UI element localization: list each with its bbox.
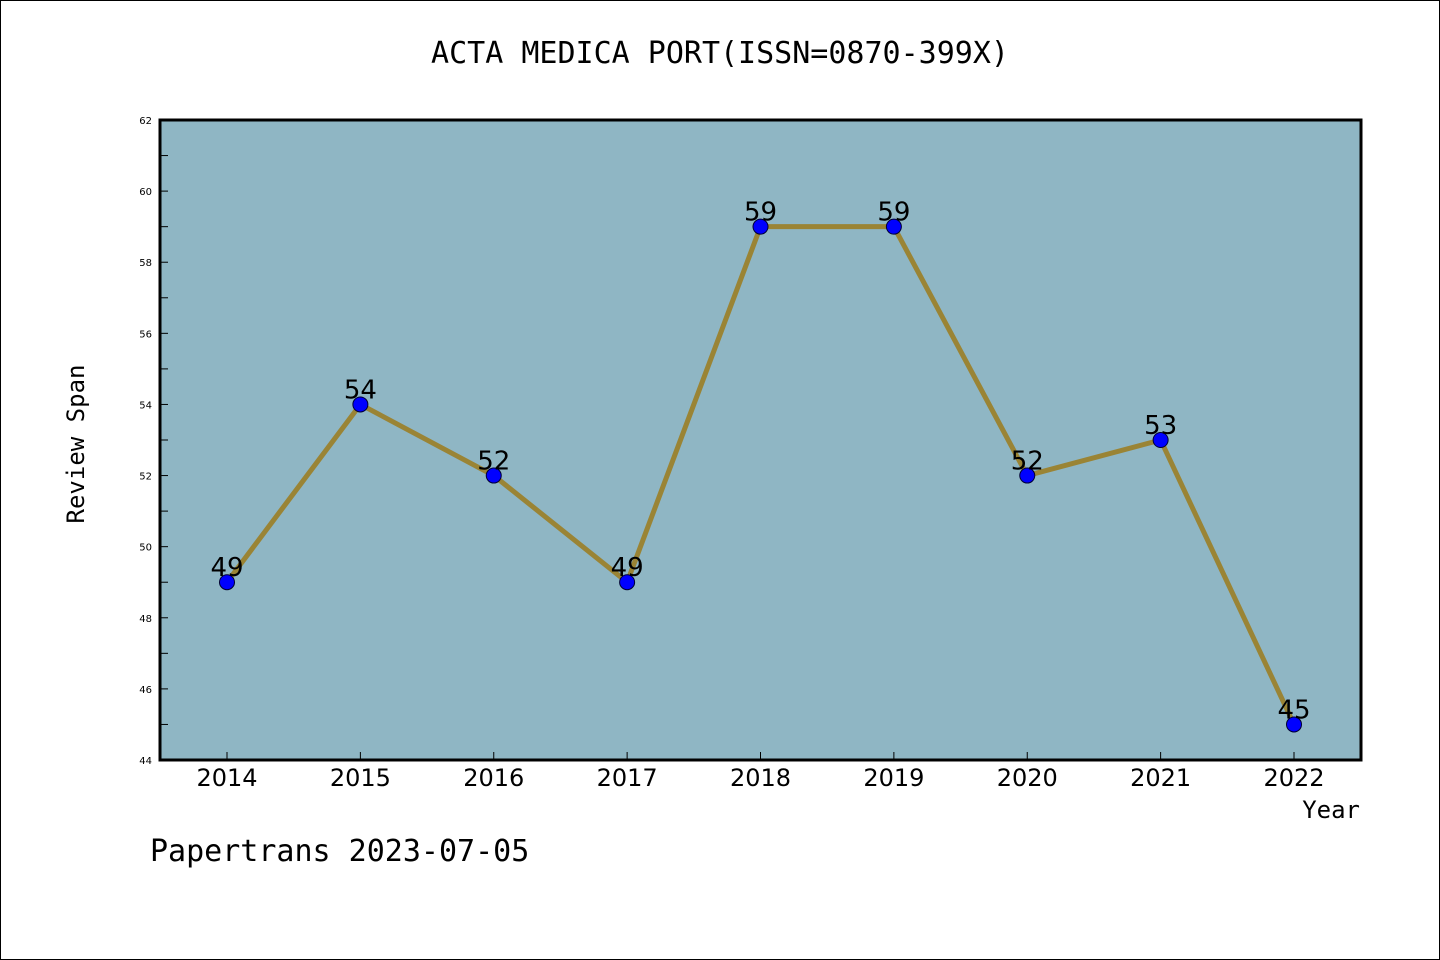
series-markers [219, 218, 1302, 733]
x-tick-label: 2021 [1130, 764, 1191, 792]
data-point [485, 467, 502, 484]
x-tick-label: 2022 [1263, 764, 1324, 792]
x-tick-label: 2018 [730, 764, 791, 792]
data-point [1152, 432, 1169, 448]
data-label: 59 [744, 198, 777, 228]
x-tick-label: 2014 [196, 764, 257, 792]
data-label: 59 [877, 198, 910, 228]
data-label: 52 [1011, 447, 1044, 477]
y-tick-label: 50 [139, 543, 152, 554]
y-tick-label: 62 [139, 116, 152, 127]
data-label: 53 [1144, 411, 1177, 441]
y-tick-label: 58 [139, 258, 152, 269]
data-label: 54 [344, 375, 377, 405]
y-tick-label: 54 [139, 400, 152, 411]
data-label: 45 [1277, 695, 1310, 725]
data-label: 49 [611, 553, 644, 583]
data-point [219, 574, 235, 591]
data-point [619, 574, 636, 591]
footer-caption: Papertrans 2023-07-05 [150, 834, 530, 869]
chart-title: ACTA MEDICA PORT(ISSN=0870-399X) [431, 36, 1009, 71]
x-tick-label: 2017 [597, 764, 658, 792]
y-tick-label: 56 [139, 329, 152, 340]
data-point [1019, 467, 1036, 484]
x-tick-label: 2015 [330, 764, 391, 792]
data-label: 52 [477, 447, 510, 477]
y-tick-label: 48 [139, 614, 152, 625]
data-point [752, 218, 769, 235]
x-tick-label: 2016 [463, 764, 524, 792]
data-labels: 49 54 52 49 59 59 52 53 45 [210, 198, 1310, 726]
x-tick-label: 2020 [997, 764, 1058, 792]
data-point [885, 218, 902, 235]
data-point [1286, 716, 1302, 733]
x-tick-label: 2019 [863, 764, 924, 792]
plot-border [158, 118, 1363, 762]
y-tick-label: 44 [139, 756, 152, 767]
y-tick-label: 46 [139, 685, 152, 696]
data-label: 49 [210, 553, 243, 583]
data-point [352, 396, 369, 413]
x-axis-label: Year [1302, 796, 1360, 824]
y-tick-label: 52 [139, 472, 152, 483]
y-tick-label: 60 [139, 187, 152, 198]
x-axis: 2014 2015 2016 2017 2018 2019 2020 2021 2022 [196, 752, 1325, 792]
